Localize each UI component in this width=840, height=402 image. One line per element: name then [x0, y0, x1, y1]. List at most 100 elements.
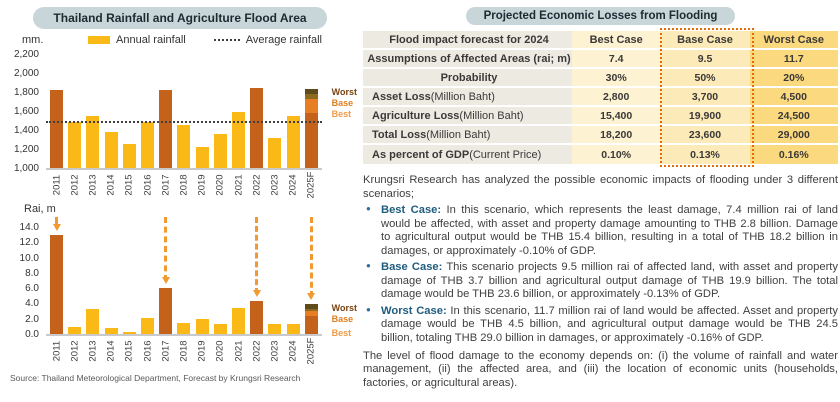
- bar-2021: [232, 111, 246, 168]
- x-label-2023: 2023: [269, 174, 281, 196]
- x-label-2024: 2024: [287, 174, 299, 196]
- bar-2022: [250, 301, 264, 334]
- bar-2014: [104, 132, 118, 168]
- bar-2020: [213, 134, 227, 168]
- cell-value: 0.13%: [660, 145, 750, 164]
- bar-2022: [250, 87, 264, 168]
- bar-slot-2022: [250, 217, 264, 334]
- cell-value: 4,500: [749, 88, 838, 107]
- x-label-2018: 2018: [178, 174, 190, 196]
- bar-2019: [195, 318, 209, 334]
- y-tick: 1,000: [13, 163, 39, 174]
- bullet-lead: Worst Case:: [381, 304, 447, 317]
- x-label-2012: 2012: [69, 174, 81, 196]
- arrow-head-icon: [161, 277, 170, 288]
- row-label: Probability: [363, 69, 572, 88]
- bar-slot-2014: [104, 227, 118, 334]
- y-tick: 1,400: [13, 125, 39, 136]
- bar-2025F: [304, 304, 318, 334]
- x-label-2015: 2015: [123, 174, 135, 196]
- arrow-head-icon: [307, 293, 316, 304]
- average-rainfall-line-icon: [213, 39, 240, 41]
- flood-area-x-axis: 2011 2012 2013 2014 2015 2016 2017 2018 2019 2020…: [46, 336, 322, 367]
- x-label-2011: 2011: [51, 340, 62, 362]
- legend-average-label: Average rainfall: [245, 34, 322, 46]
- table-row: Probability 30% 50% 20%: [363, 69, 838, 88]
- y-tick: 2,200: [13, 49, 39, 60]
- flood-area-bar-chart: 14.0 12.0 10.0 8.0 6.0 4.0 2.0 0.0 2011 2012 2013…: [0, 217, 360, 367]
- cell-value: 50%: [660, 69, 750, 88]
- annual-rainfall-swatch-icon: [88, 36, 110, 44]
- bar-slot-2011: [50, 54, 63, 168]
- x-label-2020: 2020: [214, 174, 226, 196]
- bar-2020: [213, 323, 227, 334]
- bullet-lead: Best Case:: [381, 204, 442, 217]
- x-label-2014: 2014: [105, 340, 117, 362]
- y-tick: 8.0: [25, 267, 39, 279]
- flood-year-arrow-icon: [252, 217, 261, 298]
- bar-segment-best: [304, 315, 318, 334]
- cell-value: 0.10%: [572, 145, 661, 164]
- row-label: As percent of GDP (Current Price): [363, 145, 572, 164]
- bar-slot-2015: [122, 54, 136, 168]
- bar-2023: [268, 137, 282, 168]
- scenario-bullet: ● Base Case: This scenario projects 9.5 m…: [366, 261, 838, 301]
- cell-value: 23,600: [660, 126, 750, 145]
- y-tick: 10.0: [19, 252, 39, 264]
- closing-paragraph: The level of flood damage to the economy…: [363, 349, 838, 389]
- intro-paragraph: Krungsri Research has analyzed the possi…: [363, 174, 838, 200]
- bar-segment-base: [304, 93, 318, 99]
- scenario-bullet-list: ● Best Case: In this scenario, which repr…: [363, 204, 838, 345]
- bar-segment-actual: [304, 112, 318, 168]
- cell-value: 11.7: [749, 50, 838, 69]
- cell-value: 15,400: [572, 107, 661, 126]
- x-label-2011: 2011: [51, 174, 62, 196]
- x-label-2021: 2021: [233, 340, 245, 362]
- bar-2012: [68, 122, 82, 168]
- bar-slot-2013: [86, 227, 100, 334]
- scenario-bullet: ● Best Case: In this scenario, which repr…: [366, 204, 838, 257]
- bar-slot-2024: [286, 227, 300, 334]
- flood-area-plot-area: [46, 217, 322, 336]
- y-tick: 2,000: [13, 68, 39, 79]
- x-label-2017: 2017: [160, 340, 172, 362]
- x-label-2021: 2021: [233, 174, 245, 196]
- base-label: Base: [331, 98, 354, 108]
- y-tick: 0.0: [25, 329, 39, 340]
- col-header-2: Base Case: [660, 31, 750, 50]
- cell-value: 2,800: [572, 88, 661, 107]
- bar-2011: [50, 234, 63, 334]
- bar-slot-2013: [86, 54, 100, 168]
- flood-impact-table: Flood impact forecast for 2024 Best Case B…: [363, 28, 838, 167]
- bar-slot-2016: [141, 54, 155, 168]
- x-label-2013: 2013: [87, 174, 99, 196]
- cell-value: 30%: [572, 69, 661, 88]
- x-label-2012: 2012: [69, 340, 81, 362]
- rainfall-panel: Thailand Rainfall and Agriculture Flood …: [0, 0, 360, 402]
- source-note: Source: Thailand Meteorological Departme…: [10, 373, 301, 383]
- row-label: Agriculture Loss (Million Baht): [363, 107, 572, 126]
- cell-value: 24,500: [749, 107, 838, 126]
- bar-slot-2017: [159, 217, 173, 334]
- average-rainfall-line: [46, 120, 322, 123]
- y-tick: 14.0: [19, 222, 39, 233]
- y-axis-unit-mm: mm.: [22, 34, 44, 46]
- x-label-2018: 2018: [178, 340, 190, 362]
- cell-value: 0.16%: [749, 145, 838, 164]
- bar-segment-best: [304, 98, 318, 113]
- bar-2023: [268, 324, 282, 334]
- cell-value: 18,200: [572, 126, 661, 145]
- y-tick: 1,600: [13, 106, 39, 117]
- chart-legend: mm. Annual rainfall Average rainfall: [0, 34, 360, 46]
- x-label-2014: 2014: [105, 174, 117, 196]
- bar-2024: [286, 115, 300, 168]
- x-label-2020: 2020: [214, 340, 226, 362]
- bullet-icon: ●: [366, 261, 371, 271]
- col-header-1: Best Case: [572, 31, 661, 50]
- rainfall-bar-chart: 2,200 2,000 1,800 1,600 1,400 1,200 1,000 2011…: [0, 49, 360, 201]
- bar-slot-2025F: [304, 54, 318, 168]
- x-label-2022: 2022: [251, 340, 263, 362]
- cell-value: 20%: [749, 69, 838, 88]
- col-header-0: Flood impact forecast for 2024: [363, 31, 572, 50]
- table-row: As percent of GDP (Current Price) 0.10% 0.…: [363, 145, 838, 164]
